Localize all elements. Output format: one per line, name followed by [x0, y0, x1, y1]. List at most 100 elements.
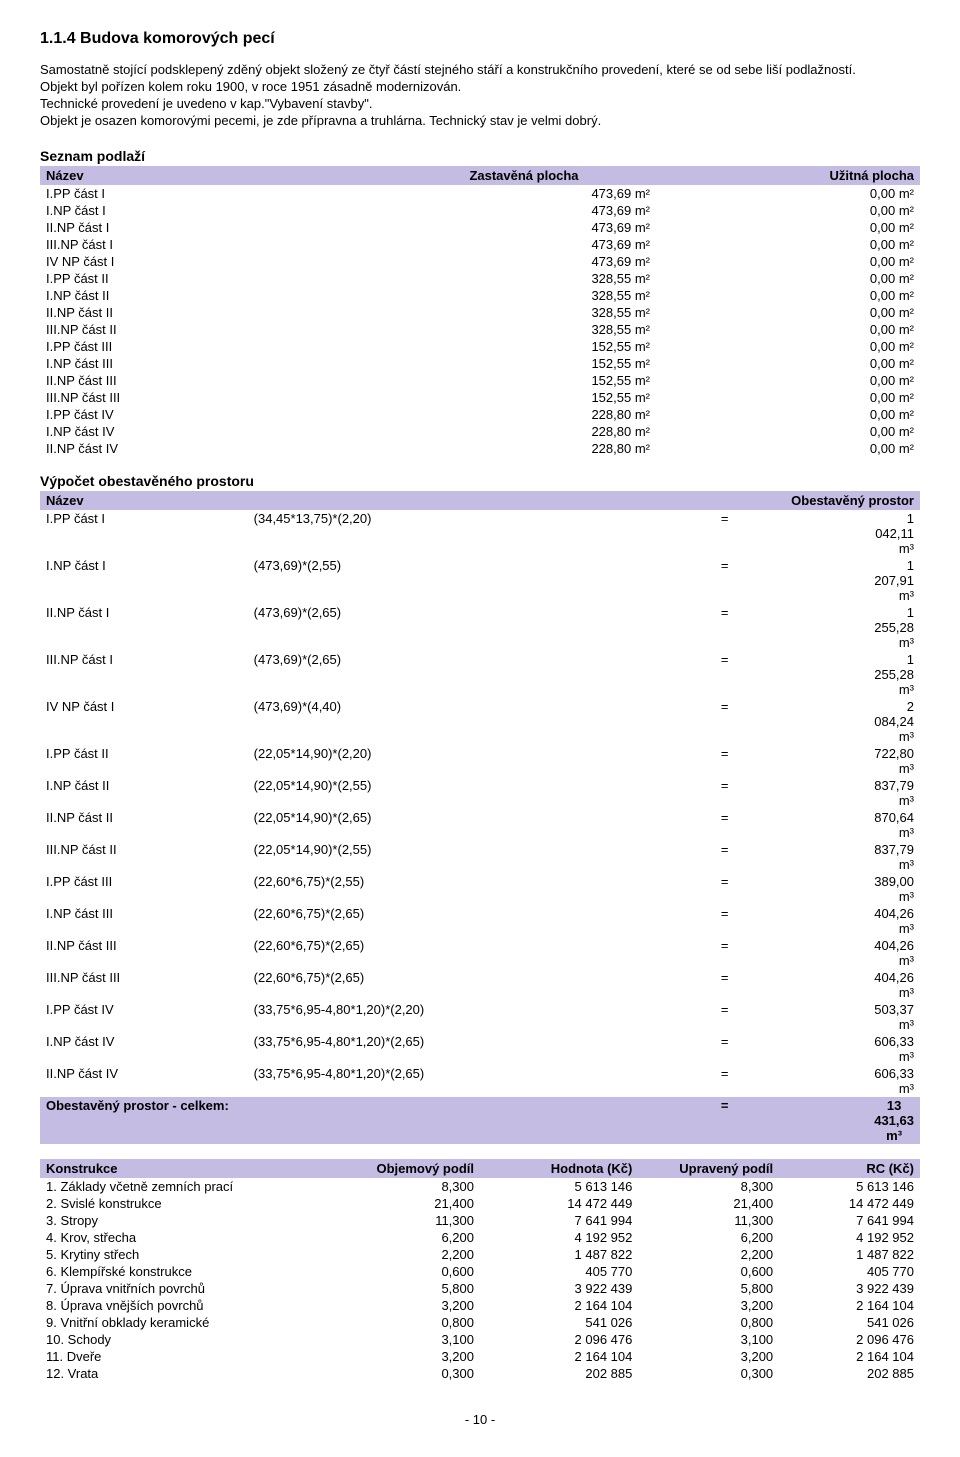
table-cell: 11,300: [638, 1212, 779, 1229]
constr-col-share: Objemový podíl: [339, 1159, 480, 1178]
table-cell: 3,200: [339, 1348, 480, 1365]
table-row: I.PP část I(34,45*13,75)*(2,20)=1 042,11…: [40, 510, 920, 557]
table-cell: III.NP část I: [40, 651, 248, 698]
table-cell: 1 207,91 m³: [868, 557, 920, 604]
table-cell: 21,400: [339, 1195, 480, 1212]
table-cell: 0,800: [339, 1314, 480, 1331]
table-cell: 202 885: [480, 1365, 638, 1382]
table-cell: 606,33 m³: [868, 1033, 920, 1065]
table-cell: 870,64 m³: [868, 809, 920, 841]
volume-total-value: 13 431,63 m³: [868, 1097, 920, 1144]
page-number: - 10 -: [40, 1412, 920, 1427]
table-cell: 404,26 m³: [868, 905, 920, 937]
table-cell: 0,00 m²: [656, 406, 920, 423]
table-cell: (473,69)*(2,65): [248, 604, 581, 651]
table-cell: 5,800: [638, 1280, 779, 1297]
table-cell: 3,100: [638, 1331, 779, 1348]
intro-p1: Samostatně stojící podsklepený zděný obj…: [40, 62, 856, 77]
floors-col-usable: Užitná plocha: [656, 166, 920, 185]
constructions-header-row: Konstrukce Objemový podíl Hodnota (Kč) U…: [40, 1159, 920, 1178]
table-row: IV NP část I473,69 m²0,00 m²: [40, 253, 920, 270]
table-cell: I.PP část II: [40, 745, 248, 777]
table-row: III.NP část II(22,05*14,90)*(2,55)=837,7…: [40, 841, 920, 873]
table-row: 12. Vrata0,300202 8850,300202 885: [40, 1365, 920, 1382]
table-cell: (33,75*6,95-4,80*1,20)*(2,20): [248, 1001, 581, 1033]
table-cell: I.NP část IV: [40, 1033, 248, 1065]
table-cell: 2 084,24 m³: [868, 698, 920, 745]
table-cell: IV NP část I: [40, 253, 392, 270]
table-row: I.PP část III(22,60*6,75)*(2,55)=389,00 …: [40, 873, 920, 905]
table-row: I.NP část IV(33,75*6,95-4,80*1,20)*(2,65…: [40, 1033, 920, 1065]
table-cell: 1 255,28 m³: [868, 651, 920, 698]
table-cell: II.NP část II: [40, 304, 392, 321]
table-cell: =: [581, 510, 868, 557]
table-cell: 11. Dveře: [40, 1348, 339, 1365]
table-cell: (34,45*13,75)*(2,20): [248, 510, 581, 557]
table-cell: 1 487 822: [480, 1246, 638, 1263]
table-row: II.NP část III152,55 m²0,00 m²: [40, 372, 920, 389]
table-cell: 0,00 m²: [656, 185, 920, 202]
volume-title: Výpočet obestavěného prostoru: [40, 473, 920, 489]
table-cell: 0,00 m²: [656, 338, 920, 355]
table-cell: (22,05*14,90)*(2,55): [248, 777, 581, 809]
table-cell: 5 613 146: [779, 1178, 920, 1195]
table-cell: 0,00 m²: [656, 287, 920, 304]
table-cell: 8,300: [638, 1178, 779, 1195]
table-row: III.NP část I(473,69)*(2,65)=1 255,28 m³: [40, 651, 920, 698]
table-cell: III.NP část I: [40, 236, 392, 253]
table-cell: III.NP část III: [40, 969, 248, 1001]
table-cell: 328,55 m²: [392, 270, 656, 287]
table-cell: 2,200: [638, 1246, 779, 1263]
table-cell: 473,69 m²: [392, 202, 656, 219]
table-cell: 389,00 m³: [868, 873, 920, 905]
volume-total-label: Obestavěný prostor - celkem:: [40, 1097, 581, 1144]
table-cell: 0,00 m²: [656, 355, 920, 372]
table-cell: (22,05*14,90)*(2,55): [248, 841, 581, 873]
table-row: 6. Klempířské konstrukce0,600405 7700,60…: [40, 1263, 920, 1280]
table-cell: =: [581, 1001, 868, 1033]
table-cell: II.NP část IV: [40, 440, 392, 457]
floors-table: Název Zastavěná plocha Užitná plocha I.P…: [40, 166, 920, 457]
table-cell: =: [581, 745, 868, 777]
table-cell: =: [581, 557, 868, 604]
table-cell: I.NP část III: [40, 355, 392, 372]
table-cell: III.NP část II: [40, 841, 248, 873]
table-cell: 5. Krytiny střech: [40, 1246, 339, 1263]
table-cell: 722,80 m³: [868, 745, 920, 777]
table-cell: 152,55 m²: [392, 389, 656, 406]
table-cell: 228,80 m²: [392, 440, 656, 457]
volume-col-name: Název: [40, 491, 248, 510]
table-cell: 152,55 m²: [392, 355, 656, 372]
table-row: 7. Úprava vnitřních povrchů5,8003 922 43…: [40, 1280, 920, 1297]
table-cell: I.PP část II: [40, 270, 392, 287]
table-cell: 3 922 439: [480, 1280, 638, 1297]
table-cell: 328,55 m²: [392, 287, 656, 304]
table-row: 10. Schody3,1002 096 4763,1002 096 476: [40, 1331, 920, 1348]
intro-p2: Objekt byl pořízen kolem roku 1900, v ro…: [40, 79, 461, 94]
table-cell: (33,75*6,95-4,80*1,20)*(2,65): [248, 1033, 581, 1065]
table-row: I.NP část I473,69 m²0,00 m²: [40, 202, 920, 219]
table-cell: 1 042,11 m³: [868, 510, 920, 557]
table-cell: (473,69)*(2,55): [248, 557, 581, 604]
intro-text: Samostatně stojící podsklepený zděný obj…: [40, 62, 920, 130]
table-cell: =: [581, 604, 868, 651]
table-cell: 473,69 m²: [392, 219, 656, 236]
table-cell: IV NP část I: [40, 698, 248, 745]
table-cell: =: [581, 651, 868, 698]
table-cell: =: [581, 1065, 868, 1097]
table-cell: (473,69)*(4,40): [248, 698, 581, 745]
table-cell: I.NP část IV: [40, 423, 392, 440]
table-row: II.NP část IV228,80 m²0,00 m²: [40, 440, 920, 457]
table-cell: 1 255,28 m³: [868, 604, 920, 651]
table-cell: =: [581, 698, 868, 745]
table-cell: =: [581, 777, 868, 809]
table-row: II.NP část II(22,05*14,90)*(2,65)=870,64…: [40, 809, 920, 841]
table-cell: 2 164 104: [779, 1297, 920, 1314]
table-row: 9. Vnitřní obklady keramické0,800541 026…: [40, 1314, 920, 1331]
table-row: IV NP část I(473,69)*(4,40)=2 084,24 m³: [40, 698, 920, 745]
table-cell: 152,55 m²: [392, 338, 656, 355]
intro-p3: Technické provedení je uvedeno v kap."Vy…: [40, 96, 373, 111]
table-cell: II.NP část I: [40, 219, 392, 236]
table-cell: 5 613 146: [480, 1178, 638, 1195]
table-cell: II.NP část III: [40, 372, 392, 389]
